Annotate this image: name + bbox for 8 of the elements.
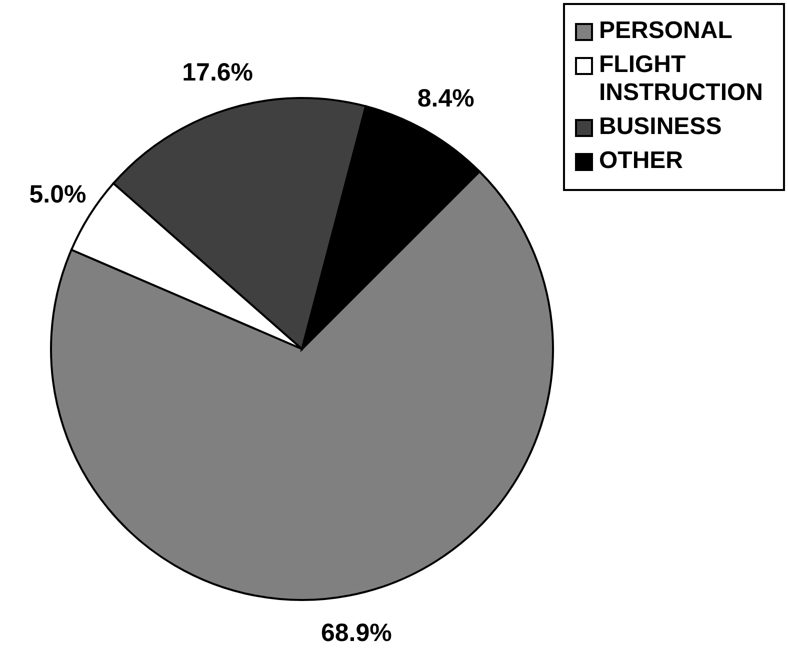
legend-label: PERSONAL	[599, 17, 732, 45]
legend-label: FLIGHT INSTRUCTION	[599, 51, 764, 107]
data-label: 8.4%	[417, 84, 474, 112]
data-label: 5.0%	[29, 180, 86, 209]
data-label: 17.6%	[182, 58, 254, 87]
legend-label: OTHER	[599, 147, 683, 175]
legend-label: BUSINESS	[599, 113, 722, 141]
data-label: 68.9%	[320, 618, 392, 647]
